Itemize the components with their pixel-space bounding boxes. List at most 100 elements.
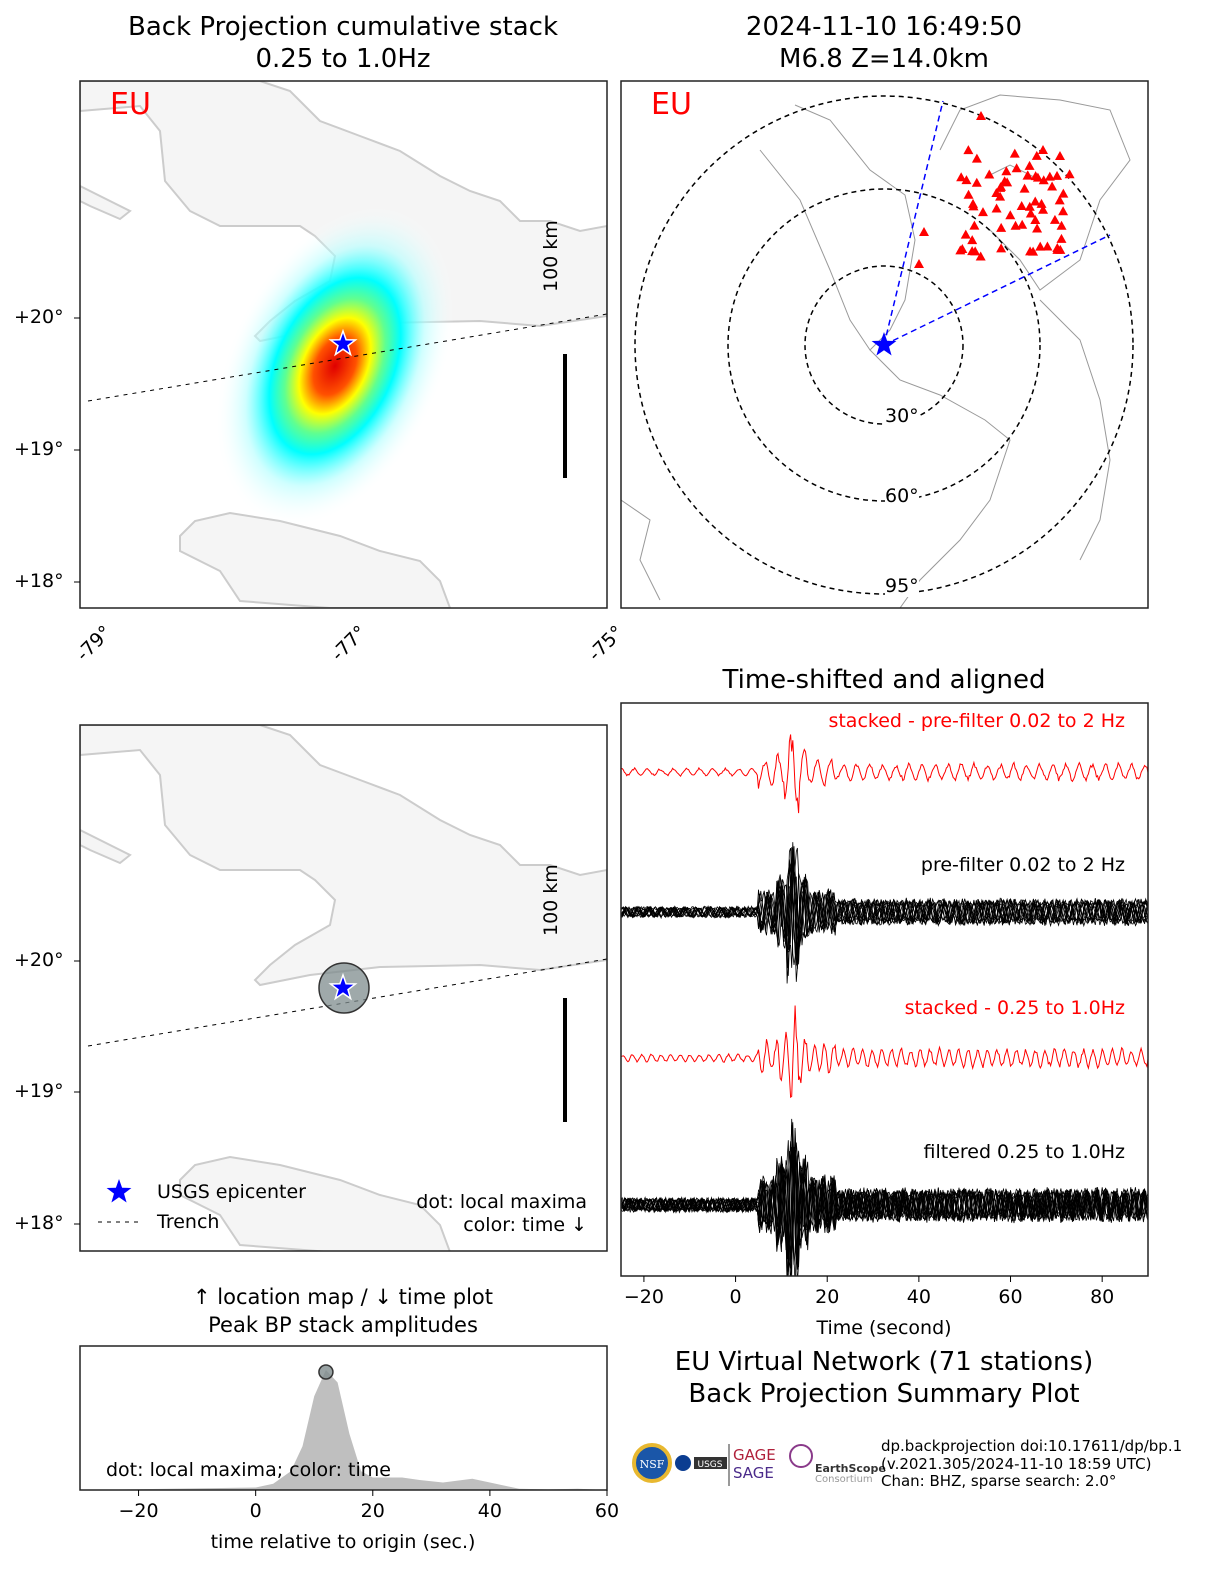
trench-line	[87, 313, 607, 402]
station-triangle-icon	[961, 175, 972, 185]
ring-95	[634, 95, 1134, 595]
traces-frame	[620, 702, 1149, 1277]
station-triangle-icon	[991, 203, 1002, 213]
event-magnitude: M6.8 Z=14.0km	[779, 44, 989, 74]
ring-60	[727, 188, 1041, 502]
station-triangle-icon	[1058, 206, 1069, 216]
station-triangle-icon	[967, 246, 978, 256]
traces-xtick: 80	[1090, 1286, 1115, 1308]
location-map-frame	[79, 724, 608, 1252]
station-triangle-icon	[1025, 208, 1036, 218]
station-triangle-icon	[991, 188, 1002, 198]
bp-ytick: +19°	[14, 438, 64, 460]
global-map	[621, 94, 1134, 608]
global-map-frame	[620, 80, 1149, 609]
station-triangle-icon	[1064, 169, 1075, 179]
summary-title: EU Virtual Network (71 stations) Back Pro…	[675, 1346, 1093, 1410]
ring-30	[804, 265, 964, 425]
epicenter-star-icon	[871, 332, 897, 356]
gage-logo: GAGE	[733, 1446, 776, 1464]
summary-line1: EU Virtual Network (71 stations)	[674, 1347, 1094, 1377]
global-network-label: EU	[651, 87, 692, 122]
bp-network-label: EU	[110, 87, 151, 122]
amplitude-plot	[80, 1364, 607, 1490]
station-triangle-icon	[1052, 244, 1063, 254]
station-triangle-icon	[1035, 241, 1046, 251]
station-triangle-icon	[957, 244, 968, 254]
station-triangle-icon	[960, 229, 971, 239]
bp-ytick: +20°	[14, 306, 64, 328]
bp-title-line2: 0.25 to 1.0Hz	[255, 44, 431, 74]
earthscope-logo	[789, 1444, 813, 1468]
station-triangle-icon	[1032, 223, 1043, 233]
nsf-logo-text: NSF	[640, 1458, 665, 1471]
station-triangle-icon	[1038, 145, 1048, 154]
summary-line2: Back Projection Summary Plot	[688, 1379, 1080, 1409]
prefilter-trace	[621, 859, 1148, 963]
logos: NSF USGS GAGE SAGE EarthScope Consortium	[632, 1443, 886, 1486]
station-triangle-icon	[976, 111, 986, 120]
amplitude-xticks	[138, 1490, 608, 1496]
trace-label-stacked-prefilter: stacked - pre-filter 0.02 to 2 Hz	[828, 710, 1125, 732]
station-triangle-icon	[971, 153, 982, 163]
amp-xtick: 20	[360, 1500, 385, 1522]
traces-xtick: 0	[729, 1286, 742, 1308]
ring-label-60: 60°	[885, 485, 919, 507]
station-triangle-icon	[1038, 204, 1049, 214]
bp-map-frame	[79, 80, 608, 609]
filtered-trace	[621, 1149, 1148, 1276]
amp-xlabel: time relative to origin (sec.)	[210, 1531, 476, 1553]
station-triangle-icon	[984, 169, 995, 179]
usgs-logo-text: USGS	[698, 1460, 723, 1470]
earthscope-logo-text: EarthScope	[815, 1462, 886, 1475]
station-triangle-icon	[1011, 163, 1022, 173]
station-triangle-icon	[1016, 200, 1027, 210]
station-triangle-icon	[1001, 166, 1012, 176]
station-triangle-icon	[1030, 196, 1041, 206]
station-triangle-icon	[914, 259, 924, 268]
meta-doi: dp.backprojection doi:10.17611/dp/bp.1	[881, 1437, 1183, 1455]
amp-title: ↑ location map / ↓ time plot Peak BP stac…	[193, 1283, 493, 1339]
local-maximum-dot	[318, 1364, 334, 1380]
traces-xtick: 60	[998, 1286, 1023, 1308]
bp-title-line1: Back Projection cumulative stack	[127, 12, 559, 42]
meta-channel: Chan: BHZ, sparse search: 2.0°	[881, 1472, 1117, 1490]
metadata: dp.backprojection doi:10.17611/dp/bp.1 (…	[881, 1437, 1183, 1491]
trace-label-filtered: filtered 0.25 to 1.0Hz	[923, 1141, 1125, 1163]
station-triangle-icon	[969, 220, 980, 230]
sage-logo: SAGE	[733, 1464, 774, 1482]
bp-heatmap	[165, 196, 505, 536]
stacked-prefilter-trace	[621, 734, 1148, 814]
station-triangle-icon	[975, 251, 986, 261]
station-triangle-icon	[1042, 241, 1053, 251]
legend-epicenter-label: USGS epicenter	[157, 1181, 306, 1203]
bp-title: Back Projection cumulative stack 0.25 to …	[128, 11, 558, 75]
station-triangle-icon	[1052, 170, 1063, 180]
station-triangle-icon	[1036, 198, 1047, 208]
station-triangle-icon	[968, 198, 979, 208]
amp-xtick: 40	[477, 1500, 502, 1522]
station-triangle-icon	[1054, 195, 1065, 205]
amp-title-line1: ↑ location map / ↓ time plot	[193, 1285, 493, 1309]
bp-scale-label: 100 km	[540, 220, 562, 292]
station-triangles	[914, 111, 1075, 268]
station-triangle-icon	[963, 145, 974, 155]
nasa-logo	[675, 1455, 691, 1471]
world-coastlines	[621, 94, 1131, 608]
station-triangle-icon	[1038, 175, 1049, 185]
station-triangle-icon	[1009, 148, 1020, 158]
loc-ytick: +20°	[14, 949, 64, 971]
station-triangle-icon	[1024, 201, 1035, 211]
loc-ytick: +19°	[14, 1080, 64, 1102]
legend-star-icon	[106, 1179, 132, 1203]
station-triangle-icon	[996, 243, 1007, 253]
station-triangle-icon	[919, 227, 929, 236]
seismogram-traces	[621, 734, 1148, 1276]
loc-ytick: +18°	[14, 1212, 64, 1234]
traces-xtick: −20	[623, 1286, 664, 1308]
station-triangle-icon	[1031, 150, 1042, 160]
station-triangle-icon	[1022, 170, 1033, 180]
station-triangle-icon	[1054, 151, 1065, 161]
meta-version: (v.2021.305/2024-11-10 18:59 UTC)	[881, 1454, 1152, 1473]
distance-rings	[634, 95, 1134, 595]
